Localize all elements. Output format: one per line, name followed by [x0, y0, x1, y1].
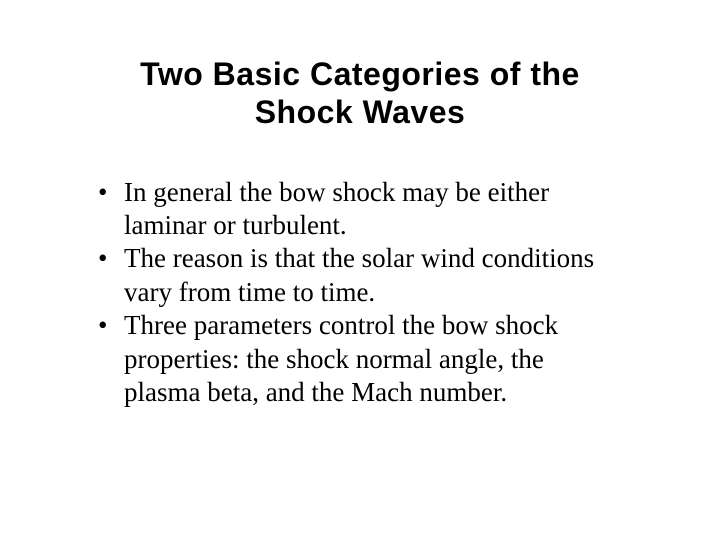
- slide-title: Two Basic Categories of the Shock Waves: [94, 56, 626, 132]
- list-item: The reason is that the solar wind condit…: [94, 242, 626, 309]
- list-item: In general the bow shock may be either l…: [94, 176, 626, 243]
- list-item: Three parameters control the bow shock p…: [94, 309, 626, 409]
- slide: Two Basic Categories of the Shock Waves …: [0, 0, 720, 540]
- bullet-list: In general the bow shock may be either l…: [94, 176, 626, 410]
